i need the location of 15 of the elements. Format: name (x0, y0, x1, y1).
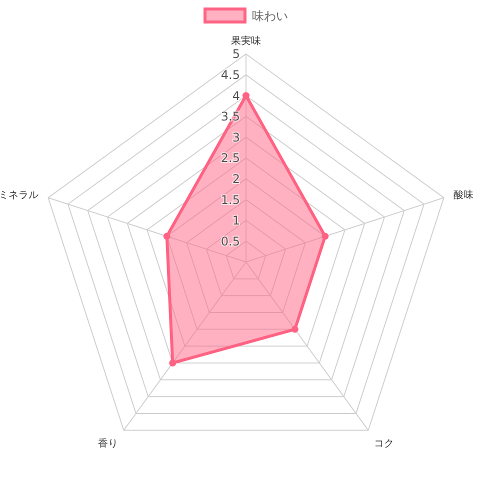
y-tick-label: 0.5 (220, 234, 240, 248)
spoke-label: コク (374, 438, 394, 450)
y-tick-label: 4.5 (220, 68, 240, 82)
spoke-label: 酸味 (453, 189, 474, 202)
spoke-label: ミネラル (0, 190, 39, 202)
y-tick-label: 2 (232, 172, 240, 186)
spoke-label: 果実味 (231, 35, 261, 47)
y-tick-label: 2.5 (220, 151, 240, 166)
y-tick-label: 3 (232, 130, 240, 144)
legend-label: 味わい (252, 9, 288, 24)
y-tick-label: 1.5 (220, 192, 240, 207)
y-tick-label: 1 (232, 214, 240, 228)
y-tick-label: 5 (232, 47, 240, 62)
y-tick-label: 4 (232, 88, 240, 103)
spoke-label: 香り (98, 437, 118, 450)
